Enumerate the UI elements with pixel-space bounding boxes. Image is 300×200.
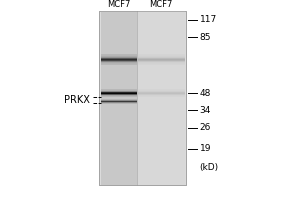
Text: MCF7: MCF7 [150, 0, 173, 9]
Bar [127, 11, 128, 185]
Bar [100, 93, 136, 94]
Bar [119, 11, 121, 185]
Bar [138, 63, 184, 64]
Bar [100, 59, 136, 60]
Bar [169, 11, 172, 185]
Bar [112, 11, 114, 185]
Bar [125, 11, 127, 185]
Bar [99, 11, 186, 185]
Bar [100, 64, 136, 65]
Text: 117: 117 [200, 15, 217, 24]
Bar [100, 57, 136, 58]
Bar [138, 56, 184, 57]
Bar [146, 11, 148, 185]
Bar [162, 11, 165, 185]
Bar [100, 62, 136, 63]
Bar [153, 11, 155, 185]
Bar [100, 63, 136, 64]
Bar [134, 11, 136, 185]
Bar [100, 95, 136, 96]
Bar [151, 11, 153, 185]
Bar [101, 11, 103, 185]
Bar [142, 11, 144, 185]
Bar [116, 11, 118, 185]
Text: PRKX: PRKX [64, 95, 90, 105]
Bar [109, 11, 110, 185]
Bar [148, 11, 151, 185]
Bar [138, 96, 184, 97]
Bar [138, 89, 184, 90]
Bar [138, 91, 184, 92]
Bar [138, 55, 184, 56]
Bar [179, 11, 181, 185]
Bar [118, 11, 119, 185]
Bar [144, 11, 146, 185]
Bar [100, 89, 136, 90]
Bar [176, 11, 179, 185]
Bar [138, 60, 184, 61]
Bar [138, 11, 184, 185]
Bar [138, 59, 184, 60]
Text: 85: 85 [200, 33, 211, 42]
Bar [158, 11, 160, 185]
Bar [100, 94, 136, 95]
Bar [174, 11, 176, 185]
Text: 34: 34 [200, 106, 211, 115]
Bar [172, 11, 174, 185]
Bar [138, 95, 184, 96]
Bar [181, 11, 183, 185]
Bar [99, 11, 186, 185]
Bar [139, 11, 142, 185]
Bar [100, 90, 136, 91]
Bar [110, 11, 112, 185]
Bar [155, 11, 158, 185]
Bar [138, 94, 184, 95]
Bar [103, 11, 105, 185]
Bar [100, 56, 136, 57]
Bar [165, 11, 167, 185]
Bar [105, 11, 107, 185]
Bar [128, 11, 130, 185]
Text: (kD): (kD) [200, 163, 219, 172]
Bar [100, 55, 136, 56]
Text: 19: 19 [200, 144, 211, 153]
Bar [167, 11, 170, 185]
Bar [100, 54, 136, 55]
Text: MCF7: MCF7 [107, 0, 130, 9]
Bar [136, 11, 137, 185]
Bar [183, 11, 186, 185]
Bar [138, 58, 184, 59]
Bar [100, 96, 136, 97]
Bar [100, 91, 136, 92]
Bar [138, 93, 184, 94]
Bar [130, 11, 132, 185]
Bar [121, 11, 123, 185]
Bar [132, 11, 134, 185]
Bar [100, 92, 136, 93]
Bar [138, 54, 184, 55]
Bar [114, 11, 116, 185]
Bar [100, 60, 136, 61]
Text: 48: 48 [200, 89, 211, 98]
Bar [107, 11, 109, 185]
Bar [138, 61, 184, 62]
Text: 26: 26 [200, 123, 211, 132]
Bar [138, 62, 184, 63]
Bar [138, 64, 184, 65]
Bar [100, 58, 136, 59]
Bar [138, 90, 184, 91]
Bar [138, 57, 184, 58]
Bar [138, 92, 184, 93]
Bar [160, 11, 162, 185]
Bar [100, 61, 136, 62]
Bar [123, 11, 125, 185]
Bar [100, 11, 136, 185]
